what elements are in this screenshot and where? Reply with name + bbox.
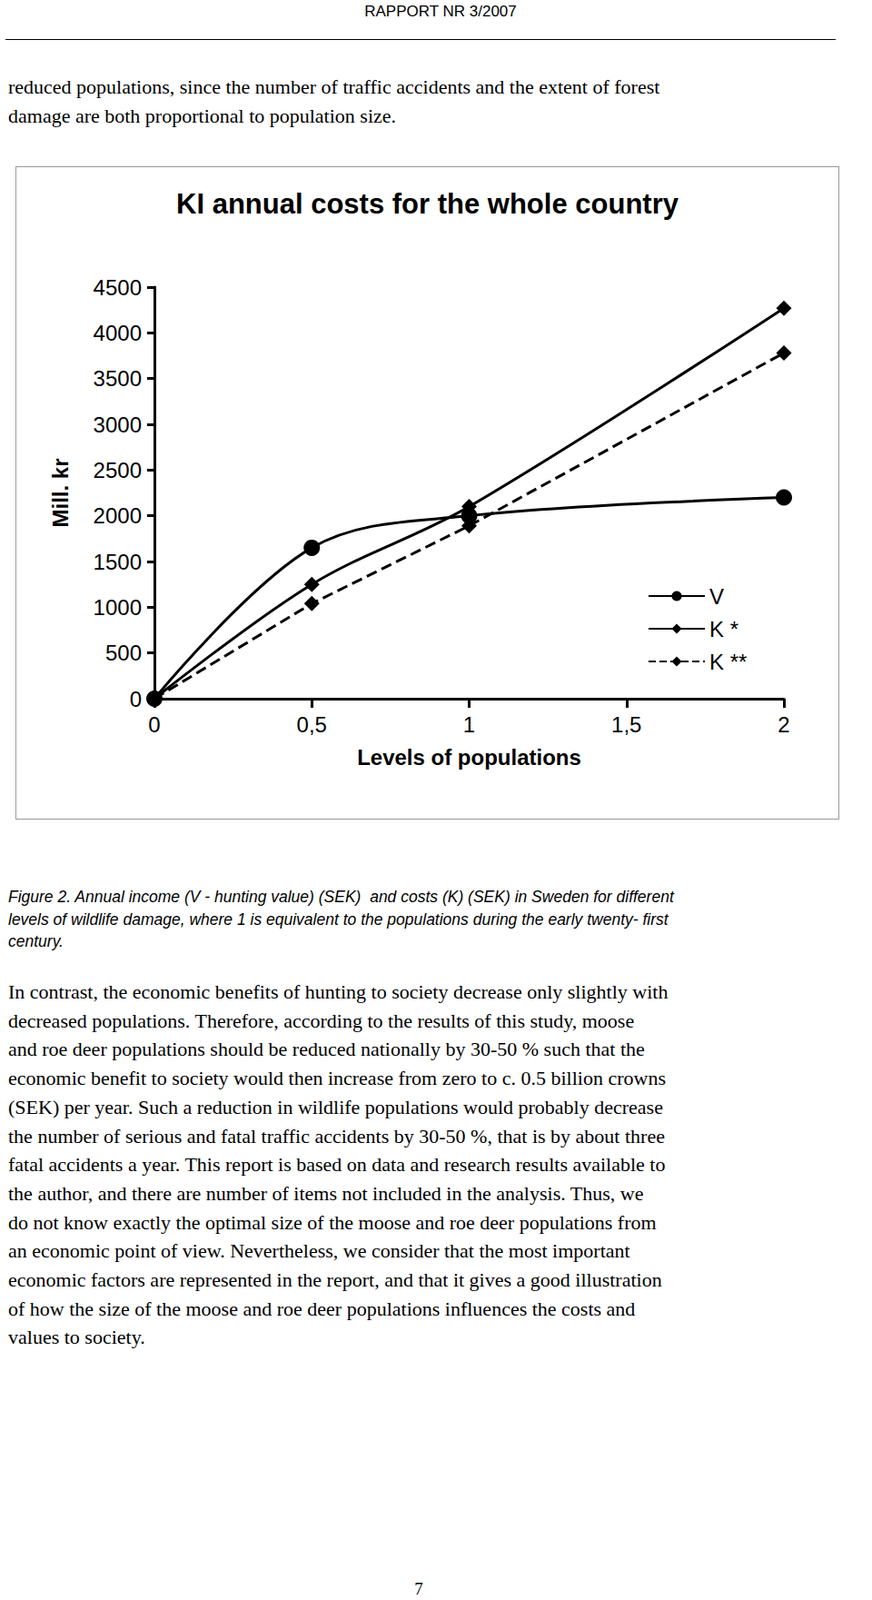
html-text:levels of wildlife damage, whe: levels of wildlife damage, where 1 is eq… [8,909,669,929]
svg-text:1: 1 [463,712,476,737]
svg-text:2500: 2500 [93,457,142,483]
svg-text:K *: K * [709,616,739,642]
svg-text:1000: 1000 [93,594,142,620]
html-text:RAPPORT NR 3/2007: RAPPORT NR 3/2007 [364,2,517,20]
html-text:damage are both proportional t: damage are both proportional to populati… [8,104,397,127]
html-text:reduced populations, since the: reduced populations, since the number of… [8,75,660,99]
svg-text:K **: K ** [709,649,747,674]
svg-text:3000: 3000 [93,412,142,437]
svg-text:V: V [709,584,724,609]
html-text:Figure 2. Annual income (V - h: Figure 2. Annual income (V - hunting val… [8,887,674,906]
svg-text:Mill. kr: Mill. kr [48,457,73,527]
svg-text:0: 0 [148,712,160,737]
svg-text:1,5: 1,5 [611,712,642,737]
html-text:century.: century. [8,932,64,951]
svg-text:500: 500 [105,640,142,665]
html-text:7: 7 [414,1578,424,1598]
svg-text:0,5: 0,5 [297,712,327,737]
html-text:economic factors are represent: economic factors are represented in the … [8,1268,662,1291]
html-text:of how the size of the moose a: of how the size of the moose and roe dee… [8,1296,636,1320]
svg-text:KI annual costs for the whole: KI annual costs for the whole country [176,188,680,220]
html-text:decreased populations. Therefo: decreased populations. Therefore, accord… [8,1008,635,1032]
svg-text:3500: 3500 [93,366,142,391]
html-text:(SEK) per year. Such a reducti: (SEK) per year. Such a reduction in wild… [8,1095,663,1118]
svg-text:Levels of populations: Levels of populations [356,744,582,770]
svg-text:1500: 1500 [93,549,142,575]
html-text:economic benefit to society wo: economic benefit to society would then i… [8,1066,666,1090]
svg-text:4500: 4500 [93,275,142,300]
html-text:and roe deer populations shoul: and roe deer populations should be reduc… [8,1037,645,1061]
html-text:values to society.: values to society. [8,1325,146,1349]
svg-text:4000: 4000 [93,320,142,346]
html-text:an economic point of view. Nev: an economic point of view. Nevertheless,… [8,1239,631,1262]
html-text:the number of serious and fata: the number of serious and fatal traffic … [8,1124,665,1147]
svg-text:2: 2 [777,712,790,737]
svg-text:2000: 2000 [93,503,142,528]
html-text:do not know exactly the optima: do not know exactly the optimal size of … [8,1210,657,1234]
html-text:the author, and there are numb: the author, and there are number of item… [8,1181,644,1205]
html-text:In contrast, the economic bene: In contrast, the economic benefits of hu… [8,980,668,1003]
html-text:fatal accidents a year. This r: fatal accidents a year. This report is b… [8,1152,666,1176]
svg-text:0: 0 [129,686,142,712]
